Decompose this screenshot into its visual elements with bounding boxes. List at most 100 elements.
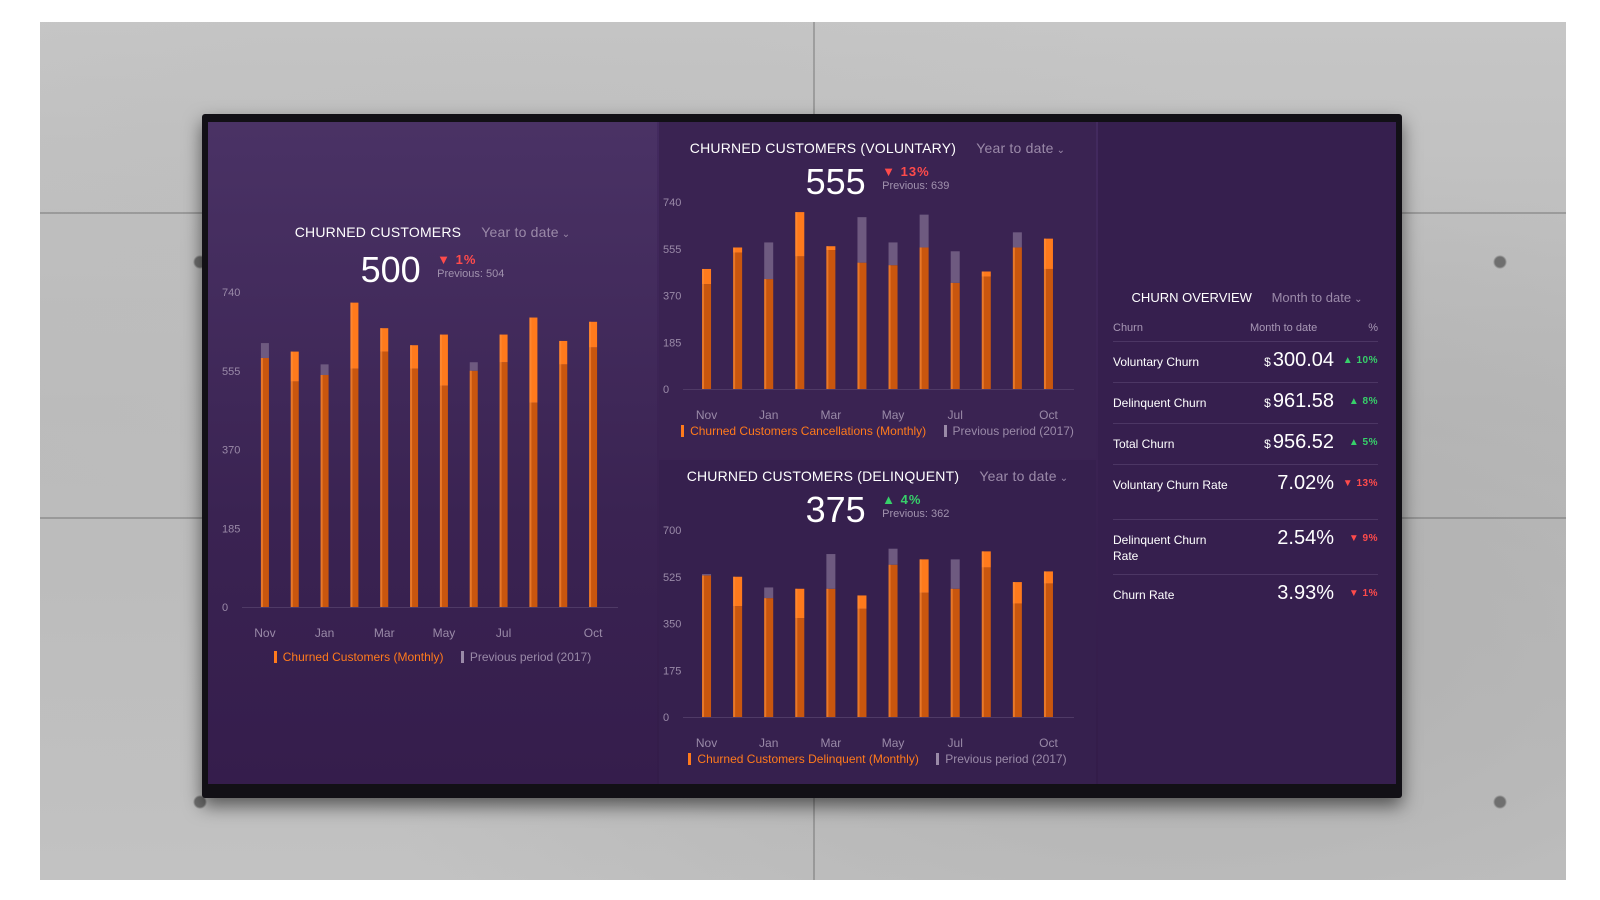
widget-header: CHURN OVERVIEW Month to date ⌄ [1098,290,1396,305]
column-header-percent: % [1368,322,1378,334]
kpi-delta: ▼ 13% Previous: 639 [882,162,949,193]
bar-current [981,271,991,277]
widget-title: CHURNED CUSTOMERS [294,224,462,240]
bar-previous [919,214,929,248]
bar-current-edge [350,302,353,607]
y-tick-label: 175 [663,665,681,677]
kpi-change: ▼ 1% [437,252,477,267]
bar-previous [888,548,898,565]
row-change: ▲ 5% [1348,437,1378,448]
kpi-change: ▼ 13% [882,164,930,179]
row-value: 7.02% [1277,472,1334,495]
y-tick-label: 525 [663,572,681,584]
row-change: ▼ 9% [1348,533,1378,544]
row-label: Delinquent Churn Rate [1113,533,1207,563]
bar-current-edge [981,271,984,389]
bar-previous [857,217,867,263]
bar-current-edge [764,598,767,717]
bar-overlap [733,252,743,389]
chevron-down-icon: ⌄ [1354,294,1363,305]
y-tick-label: 740 [222,287,240,299]
x-tick-label: Oct [584,626,603,640]
chart-legend: Churned Customers Cancellations (Monthly… [659,424,1096,438]
legend-label: Previous period (2017) [952,424,1074,438]
voluntary-churn-widget: CHURNED CUSTOMERS (VOLUNTARY) Year to da… [659,122,1096,458]
bar-current-edge [1012,582,1015,717]
bar-current-edge [559,340,562,607]
row-label: Voluntary Churn Rate [1113,478,1228,492]
bar-overlap [888,265,898,389]
value-number: 300.04 [1272,349,1334,371]
delinquent-churn-widget: CHURNED CUSTOMERS (DELINQUENT) Year to d… [659,460,1096,784]
bar-current [795,588,805,619]
x-tick-label: Jan [315,626,334,640]
bar-current [559,340,568,365]
bar-previous [702,574,712,576]
kpi-previous: Previous: 362 [882,508,950,520]
value-number: 961.58 [1272,390,1334,412]
bar-current [919,559,929,593]
x-tick-label: Jul [496,626,511,640]
bar-current [1043,571,1053,584]
kpi-value: 555 [805,161,866,202]
date-range-label: Year to date [481,224,559,240]
bar-current-edge [499,334,502,607]
row-label: Voluntary Churn [1113,355,1200,369]
bar-current [350,302,359,369]
widget-header: CHURNED CUSTOMERS Year to date ⌄ [208,224,657,240]
bar-current-edge [1012,247,1015,389]
bar-current-edge [950,282,953,389]
bar-current-edge [320,375,323,607]
y-tick-label: 185 [222,523,240,535]
bar-previous [950,559,960,589]
bar-current-edge [439,334,442,607]
bar-current-edge [733,576,736,717]
widget-title: CHURN OVERVIEW [1131,290,1252,305]
table-header: Churn Month to date % [1113,322,1378,338]
date-range-dropdown[interactable]: Year to date ⌄ [979,468,1068,484]
bar-overlap [981,567,991,717]
value-number: 2.54% [1277,527,1334,549]
bar-current-edge [888,564,891,717]
row-value: 2.54% [1277,527,1334,550]
table-row: Voluntary Churn Rate 7.02% ▼ 13% [1113,464,1378,519]
bar-current-edge [826,588,829,717]
bar-previous [764,242,774,280]
date-range-dropdown[interactable]: Year to date ⌄ [481,224,570,240]
table-row: Delinquent Churn Rate 2.54% ▼ 9% [1113,519,1378,574]
date-range-dropdown[interactable]: Month to date ⌄ [1272,290,1363,305]
x-tick-label: Mar [821,408,842,422]
bar-overlap [260,357,269,607]
row-change: ▲ 10% [1342,355,1378,366]
tv-display: CHURNED CUSTOMERS Year to date ⌄ 500 ▼ 1%… [202,114,1402,798]
y-tick-label: 370 [222,445,240,457]
value-number: 956.52 [1272,431,1334,453]
kpi-change: ▲ 4% [882,492,922,507]
y-tick-label: 0 [663,712,669,724]
row-change: ▼ 1% [1348,588,1378,599]
bar-overlap [499,362,508,607]
bar-current-edge [826,246,829,389]
row-label: Churn Rate [1113,588,1175,602]
bar-current-edge [795,588,798,717]
column-header-month-to-date: Month to date [1250,322,1318,334]
chart-legend: Churned Customers Delinquent (Monthly) P… [659,752,1096,766]
bar-previous [888,242,898,266]
bar-overlap [795,618,805,717]
bar-current [499,334,508,363]
table-row: Total Churn $956.52 ▲ 5% [1113,423,1378,464]
value-number: 7.02% [1277,472,1334,494]
bar-overlap [950,282,960,389]
legend-item-current: Churned Customers Delinquent (Monthly) [688,752,919,766]
chevron-down-icon: ⌄ [1056,145,1066,156]
y-tick-label: 0 [663,384,669,396]
y-tick-label: 370 [663,291,681,303]
currency-symbol: $ [1264,355,1271,369]
legend-swatch [460,651,464,663]
date-range-dropdown[interactable]: Year to date ⌄ [976,140,1065,156]
bar-current-edge [1043,238,1046,389]
bar-current [857,595,867,609]
legend-swatch [681,425,685,437]
bar-overlap [380,351,389,607]
row-change: ▼ 13% [1342,478,1378,489]
